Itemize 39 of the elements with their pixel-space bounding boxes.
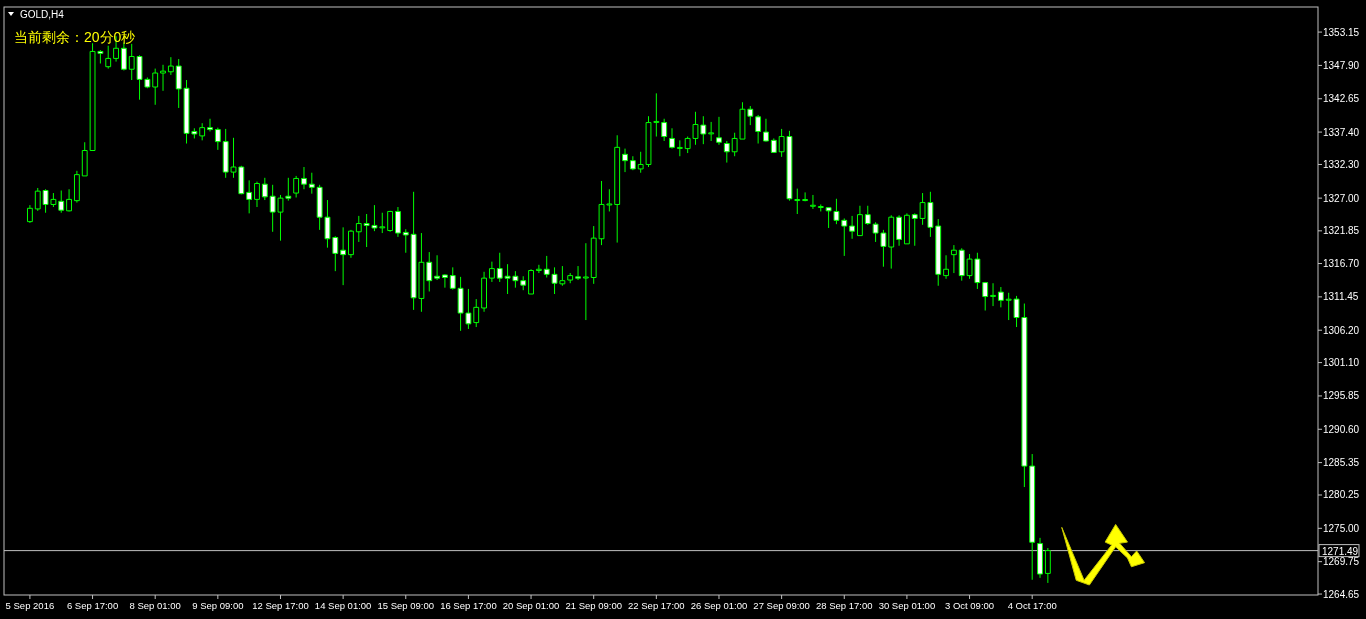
y-tick-label: 1311.45 [1323,291,1359,303]
x-tick-label: 27 Sep 09:00 [753,600,810,611]
y-tick-label: 1332.30 [1323,158,1360,170]
x-tick-label: 5 Sep 2016 [5,600,55,611]
ref-line: 1271.49 [3,544,1360,558]
y-tick-label: 1285.35 [1323,457,1360,469]
x-tick-label: 30 Sep 01:00 [878,600,936,611]
annotation: 当前剩余：20分0秒 [14,29,136,45]
x-tick-label: 26 Sep 01:00 [690,600,748,611]
y-tick-label: 1347.90 [1323,59,1360,71]
x-tick-label: 8 Sep 01:00 [129,600,181,611]
x-tick-label: 9 Sep 09:00 [192,600,244,611]
y-tick-label: 1295.85 [1323,390,1360,402]
x-tick-label: 28 Sep 17:00 [816,600,873,611]
y-tick-label: 1264.65 [1323,588,1360,600]
x-tick-label: 20 Sep 01:00 [502,600,560,611]
y-tick-label: 1280.25 [1323,489,1360,501]
y-tick-label: 1316.70 [1323,258,1360,270]
y-tick-label: 1342.65 [1323,93,1360,105]
y-tick-label: 1275.00 [1323,522,1360,534]
ref-line-label: 1271.49 [1322,545,1359,557]
x-tick-label: 15 Sep 09:00 [377,600,435,611]
x-tick-label: 3 Oct 09:00 [944,600,995,611]
x-tick-label: 12 Sep 17:00 [252,600,309,611]
x-tick-label: 22 Sep 17:00 [628,600,685,611]
y-tick-label: 1269.75 [1323,556,1360,568]
x-tick-label: 4 Oct 17:00 [1007,600,1057,611]
y-tick-label: 1290.60 [1323,423,1360,435]
x-tick-label: 21 Sep 09:00 [565,600,622,611]
y-tick-label: 1306.20 [1323,324,1360,336]
y-tick-label: 1353.15 [1323,26,1360,38]
x-tick-label: 6 Sep 17:00 [66,600,119,611]
y-tick-label: 1327.00 [1323,192,1360,204]
y-tick-label: 1337.40 [1323,126,1360,138]
y-tick-label: 1301.10 [1323,357,1360,369]
y-tick-label: 1321.85 [1323,225,1360,237]
chart-title: GOLD,H4 [20,9,65,20]
x-tick-label: 16 Sep 17:00 [440,600,497,611]
x-tick-label: 14 Sep 01:00 [314,600,372,611]
